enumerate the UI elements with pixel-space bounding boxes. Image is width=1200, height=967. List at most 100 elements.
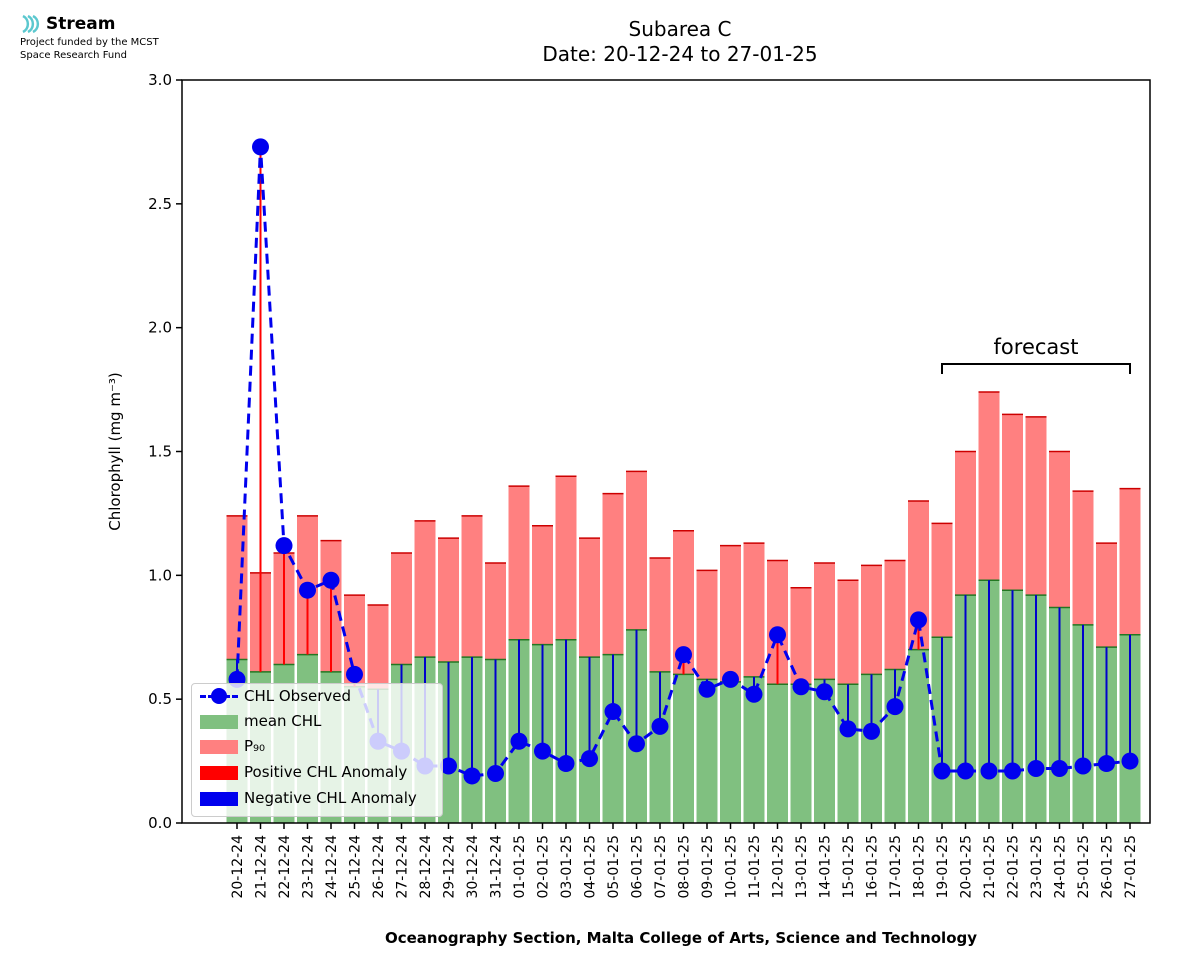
p90-bar bbox=[461, 515, 483, 658]
legend-label-positive: Positive CHL Anomaly bbox=[244, 763, 408, 781]
x-tick-label: 23-12-24 bbox=[301, 835, 317, 899]
p90-bar bbox=[743, 543, 765, 677]
x-tick-label: 17-01-25 bbox=[888, 835, 904, 899]
legend-negative-swatch bbox=[200, 792, 238, 806]
chart-legend: CHL Observed mean CHL P₉₀ Positive CHL A… bbox=[191, 683, 443, 817]
x-tick-label: 29-12-24 bbox=[442, 835, 458, 899]
p90-bar bbox=[955, 451, 976, 596]
x-tick-label: 06-01-25 bbox=[630, 835, 646, 899]
mean-bar bbox=[908, 649, 929, 823]
x-tick-label: 05-01-25 bbox=[606, 835, 622, 899]
p90-bar bbox=[1072, 491, 1094, 625]
p90-bar bbox=[767, 560, 788, 685]
legend-item-negative: Negative CHL Anomaly bbox=[192, 788, 442, 812]
p90-bar bbox=[344, 595, 365, 687]
x-tick-label: 24-12-24 bbox=[324, 835, 340, 899]
observed-point bbox=[1004, 762, 1021, 780]
mean-bar bbox=[673, 674, 694, 823]
legend-label-negative: Negative CHL Anomaly bbox=[244, 789, 417, 807]
logo-name: Stream bbox=[46, 14, 116, 34]
mean-bar bbox=[814, 679, 835, 823]
forecast-label: forecast bbox=[994, 335, 1079, 359]
observed-point bbox=[322, 571, 340, 589]
p90-bar bbox=[414, 520, 436, 658]
mean-bar bbox=[602, 654, 624, 823]
p90-bar bbox=[438, 538, 459, 663]
x-tick-label: 19-01-25 bbox=[935, 835, 951, 899]
x-tick-label: 03-01-25 bbox=[559, 835, 575, 899]
mean-bar bbox=[720, 681, 741, 823]
p90-bar bbox=[861, 565, 882, 675]
observed-point bbox=[769, 626, 786, 644]
observed-point bbox=[863, 722, 880, 740]
legend-label-p90: P₉₀ bbox=[244, 737, 266, 755]
mean-bar bbox=[767, 684, 788, 823]
x-tick-label: 21-12-24 bbox=[254, 835, 270, 899]
x-tick-label: 22-12-24 bbox=[277, 835, 293, 899]
observed-point bbox=[675, 646, 692, 664]
observed-point bbox=[346, 665, 363, 683]
p90-bar bbox=[978, 392, 1000, 581]
mean-bar bbox=[743, 676, 765, 823]
x-tick-label: 09-01-25 bbox=[700, 835, 716, 899]
x-tick-label: 26-01-25 bbox=[1100, 835, 1116, 899]
legend-item-mean: mean CHL bbox=[192, 711, 442, 735]
p90-bar bbox=[555, 476, 577, 640]
observed-point bbox=[534, 742, 551, 760]
p90-bar bbox=[226, 515, 248, 660]
p90-bar bbox=[908, 501, 929, 650]
legend-observed-marker bbox=[211, 688, 227, 704]
x-tick-label: 20-01-25 bbox=[959, 835, 975, 899]
observed-point bbox=[722, 670, 739, 688]
observed-point bbox=[1051, 760, 1068, 778]
p90-bar bbox=[1096, 543, 1117, 648]
observed-point bbox=[745, 685, 763, 703]
observed-point bbox=[557, 755, 575, 773]
p90-bar bbox=[1002, 414, 1023, 591]
p90-bar bbox=[720, 545, 741, 682]
observed-point bbox=[510, 732, 528, 750]
p90-bar bbox=[1049, 451, 1070, 608]
legend-item-p90: P₉₀ bbox=[192, 736, 442, 760]
p90-bar bbox=[367, 605, 389, 690]
observed-point bbox=[628, 735, 645, 753]
legend-item-observed: CHL Observed bbox=[192, 686, 442, 710]
y-tick-label: 1.0 bbox=[148, 566, 172, 584]
mean-bar bbox=[790, 684, 812, 823]
observed-point bbox=[440, 757, 457, 775]
p90-bar bbox=[696, 570, 718, 680]
p90-bar bbox=[884, 560, 906, 670]
observed-point bbox=[980, 762, 998, 780]
y-tick-label: 0.0 bbox=[148, 814, 172, 832]
p90-bar bbox=[626, 471, 647, 630]
observed-point bbox=[487, 764, 504, 782]
x-tick-label: 04-01-25 bbox=[583, 835, 599, 899]
observed-point bbox=[886, 698, 904, 716]
chart-subtitle: Date: 20-12-24 to 27-01-25 bbox=[542, 42, 818, 66]
p90-bar bbox=[649, 557, 671, 672]
y-tick-label: 2.5 bbox=[148, 195, 172, 213]
observed-point bbox=[910, 611, 927, 629]
p90-bar bbox=[485, 562, 506, 660]
x-tick-label: 13-01-25 bbox=[794, 835, 810, 899]
x-tick-label: 14-01-25 bbox=[818, 835, 834, 899]
x-tick-label: 02-01-25 bbox=[536, 835, 552, 899]
observed-point bbox=[1121, 752, 1139, 770]
observed-point bbox=[252, 138, 269, 156]
p90-bar bbox=[837, 580, 859, 685]
x-tick-label: 01-01-25 bbox=[512, 835, 528, 899]
x-axis-label: Oceanography Section, Malta College of A… bbox=[385, 929, 977, 947]
x-tick-label: 07-01-25 bbox=[653, 835, 669, 899]
observed-point bbox=[698, 680, 716, 698]
observed-point bbox=[839, 720, 857, 738]
x-tick-label: 16-01-25 bbox=[865, 835, 881, 899]
x-tick-label: 25-12-24 bbox=[348, 835, 364, 899]
x-tick-label: 25-01-25 bbox=[1076, 835, 1092, 899]
observed-point bbox=[1098, 755, 1115, 773]
observed-point bbox=[957, 762, 974, 780]
logo-funding-line-2: Space Research Fund bbox=[20, 50, 127, 61]
x-tick-label: 12-01-25 bbox=[771, 835, 787, 899]
legend-p90-swatch bbox=[200, 740, 238, 754]
observed-point bbox=[1074, 757, 1092, 775]
